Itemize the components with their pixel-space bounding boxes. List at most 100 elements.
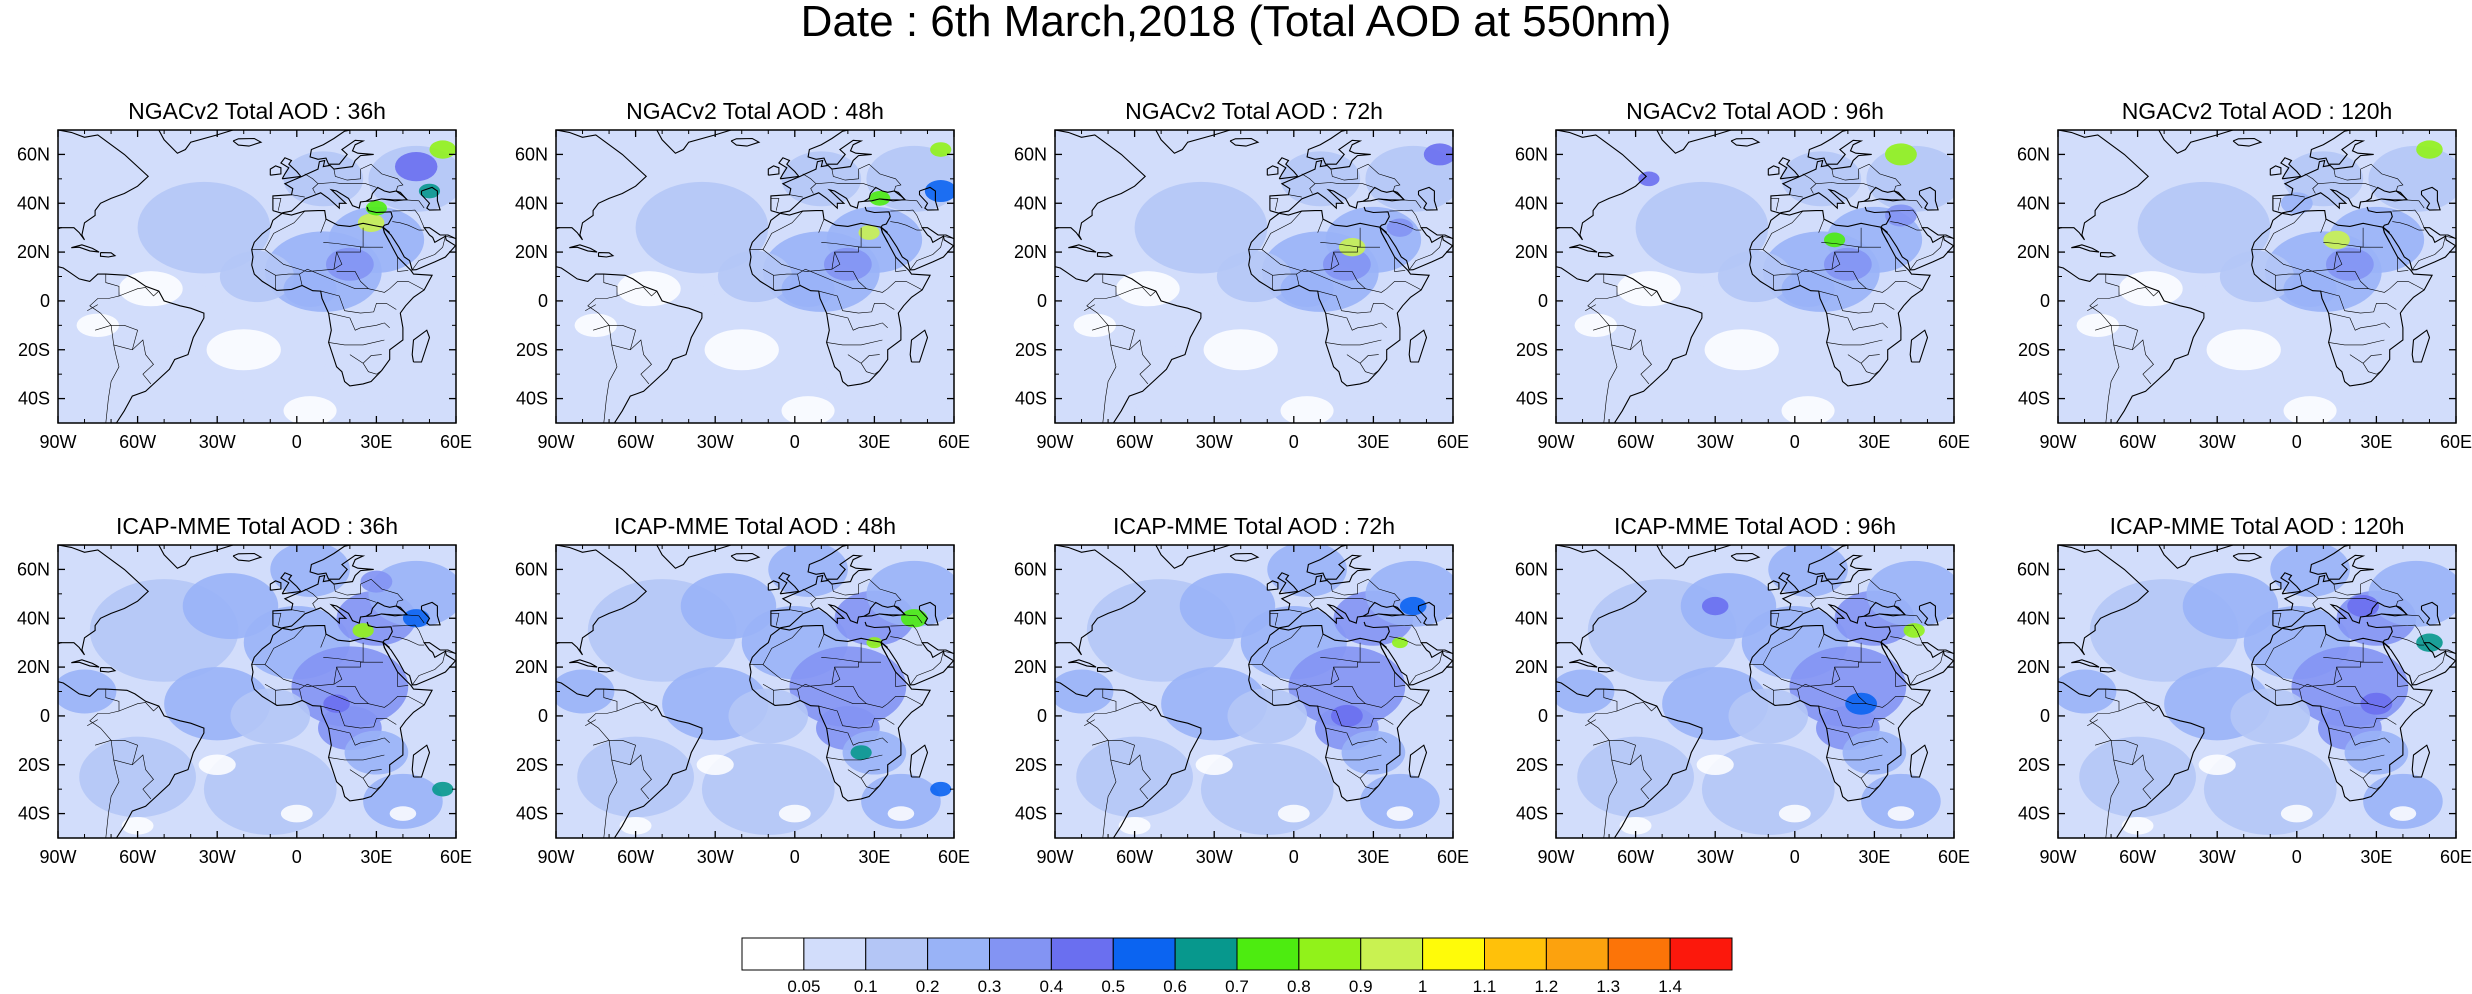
country-border — [593, 740, 610, 746]
country-border — [1261, 268, 1422, 293]
country-border — [1394, 672, 1406, 687]
coastline — [1269, 210, 1280, 214]
coastline — [2382, 227, 2391, 243]
country-border — [105, 759, 120, 838]
lat-tick-label: 40S — [1015, 389, 1047, 409]
colorbar-swatch — [1174, 937, 1238, 971]
lat-tick-label: 60N — [2017, 559, 2050, 579]
country-border — [349, 354, 382, 364]
aod-blob — [418, 183, 441, 199]
lon-tick-label: 0 — [2292, 432, 2302, 452]
country-border — [797, 274, 801, 286]
coastline — [1379, 641, 1453, 686]
lon-tick-label: 30W — [1196, 432, 1233, 452]
country-border — [317, 597, 377, 603]
lat-tick-label: 20S — [1015, 755, 1047, 775]
country-border — [770, 198, 780, 211]
coastline — [864, 206, 891, 228]
lat-tick-label: 60N — [17, 559, 50, 579]
country-border — [1821, 242, 1862, 248]
aod-blob — [352, 623, 374, 638]
country-border — [2360, 163, 2404, 192]
country-border — [272, 198, 282, 211]
coastline — [2280, 572, 2302, 595]
aod-blob — [429, 140, 456, 159]
country-border — [609, 740, 636, 766]
lon-tick-label: 60E — [440, 847, 472, 867]
map-panel-3: NGACv2 Total AOD : 72h 90W 60W 30W 0 30E 60E 60… — [1014, 98, 1469, 452]
coastline — [269, 580, 282, 591]
coastline — [2272, 545, 2374, 626]
coastline — [2366, 206, 2393, 228]
map-panel-10: ICAP-MME Total AOD : 120h 90W 60W 30W 0 30E 60… — [2017, 513, 2472, 867]
map-panel-5: NGACv2 Total AOD : 120h 90W 60W 30W 0 30E 60E 6… — [2017, 98, 2472, 452]
lon-tick-label: 60E — [938, 847, 970, 867]
aod-blob — [1227, 688, 1308, 744]
aod-blob — [2344, 730, 2409, 775]
coastline — [282, 601, 409, 629]
coastline — [767, 165, 780, 176]
coastline — [1363, 621, 1390, 643]
clear-sky-patch — [1118, 817, 1151, 835]
country-border — [381, 613, 425, 624]
country-border — [2392, 624, 2425, 643]
coastline — [749, 212, 781, 266]
coastline — [1780, 601, 1907, 629]
lat-tick-label: 40N — [2017, 608, 2050, 628]
colorbar-label: 0.8 — [1287, 977, 1311, 994]
country-border — [1389, 624, 1422, 643]
aod-blob — [1866, 145, 1954, 212]
country-border — [1288, 609, 1302, 613]
country-border — [360, 578, 404, 607]
country-border — [1831, 666, 1841, 685]
coastline — [556, 130, 648, 241]
coastline — [767, 580, 780, 591]
country-border — [1797, 274, 1801, 286]
lon-tick-label: 30E — [1357, 847, 1389, 867]
clear-sky-patch — [1887, 806, 1915, 821]
coastline — [2071, 244, 2100, 253]
country-border — [879, 613, 923, 624]
country-border — [890, 636, 923, 646]
coastline — [1880, 642, 1889, 658]
coastline — [894, 190, 906, 200]
lat-tick-label: 60N — [1515, 559, 1548, 579]
colorbar-label: 1.3 — [1596, 977, 1620, 994]
lat-tick-label: 20S — [2018, 755, 2050, 775]
lon-tick-label: 30E — [2360, 847, 2392, 867]
country-border — [87, 304, 98, 311]
lat-tick-label: 60N — [515, 559, 548, 579]
clear-sky-patch — [1704, 329, 1779, 371]
aod-blob — [137, 181, 271, 274]
country-border — [1086, 274, 1117, 345]
country-border — [1394, 257, 1406, 272]
country-border — [320, 290, 397, 314]
clear-sky-patch — [1203, 329, 1278, 371]
country-border — [818, 218, 825, 233]
country-border — [2333, 169, 2361, 181]
clear-sky-patch — [778, 804, 811, 823]
country-border — [1909, 236, 1944, 271]
coastline — [1269, 130, 1371, 211]
aod-blob — [1322, 247, 1371, 281]
coastline — [1055, 545, 1147, 656]
lon-tick-label: 90W — [537, 847, 574, 867]
country-border — [2333, 251, 2343, 270]
aod-blob — [1635, 361, 1742, 423]
lat-tick-label: 20N — [1014, 657, 1047, 677]
country-border — [943, 650, 954, 654]
clear-sky-patch — [696, 754, 734, 776]
lat-tick-label: 0 — [2040, 291, 2050, 311]
clear-sky-patch — [198, 754, 236, 776]
coastline — [1918, 601, 1939, 626]
aod-field — [58, 130, 456, 423]
aod-blob — [577, 736, 694, 818]
aod-blob — [1781, 151, 1862, 207]
aod-blob — [1280, 151, 1361, 207]
country-border — [789, 194, 803, 198]
lon-tick-label: 90W — [1537, 432, 1574, 452]
aod-blob — [1338, 238, 1366, 257]
coastline — [2382, 642, 2391, 658]
country-border — [1847, 769, 1880, 779]
